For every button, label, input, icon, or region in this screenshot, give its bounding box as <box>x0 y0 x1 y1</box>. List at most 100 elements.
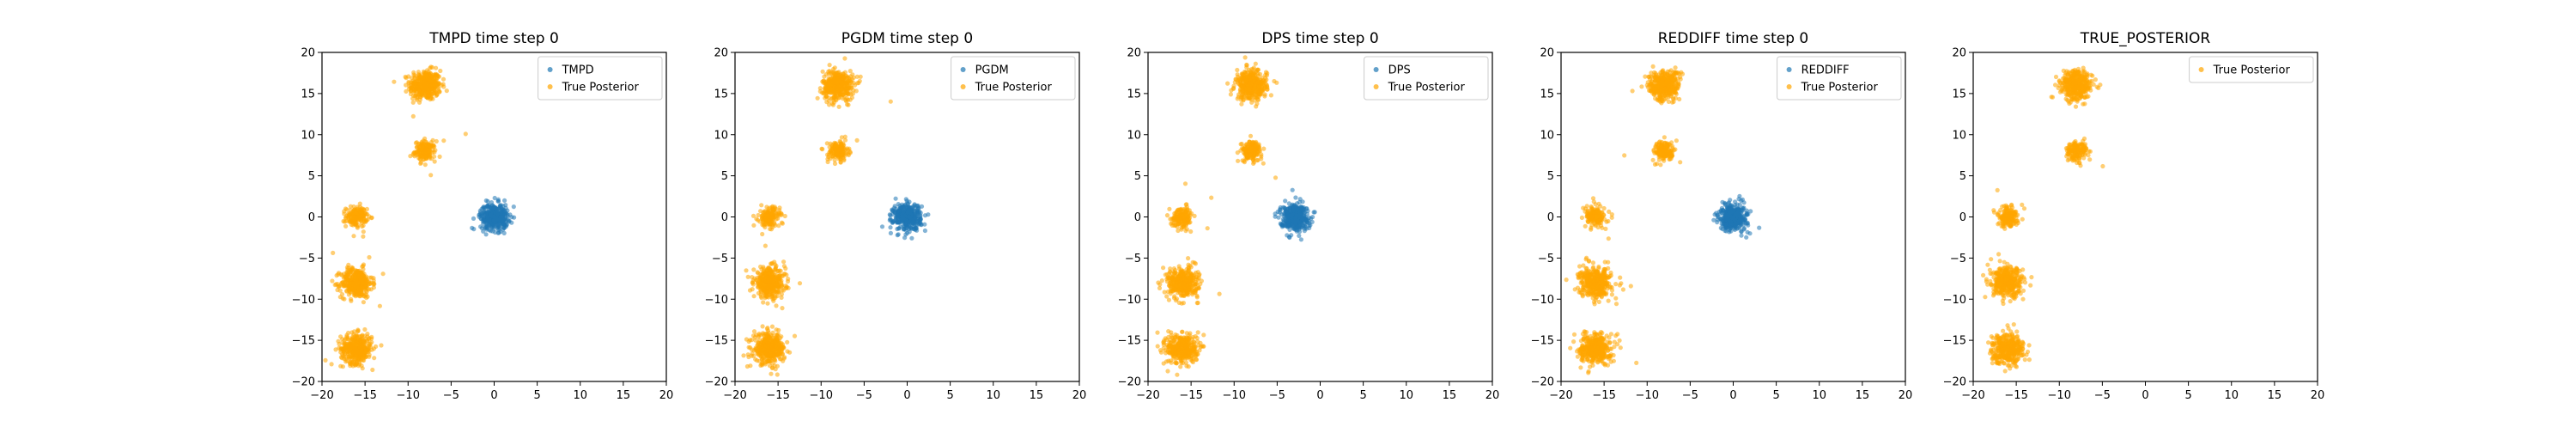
data-point <box>1218 292 1222 296</box>
data-point <box>362 327 367 332</box>
data-point <box>837 73 841 77</box>
data-point <box>1178 272 1182 277</box>
data-point <box>493 196 497 200</box>
data-point <box>1167 207 1171 211</box>
data-point <box>765 289 769 293</box>
data-point <box>780 306 784 310</box>
data-point <box>484 198 489 203</box>
data-point <box>355 280 360 284</box>
data-point <box>838 148 842 152</box>
data-point <box>420 85 424 89</box>
x-tick-label: 15 <box>617 389 631 402</box>
data-point <box>415 98 419 102</box>
data-point <box>855 75 860 79</box>
data-point <box>429 83 434 88</box>
data-point <box>1165 213 1170 217</box>
data-point <box>358 292 362 296</box>
data-point <box>1167 298 1171 302</box>
x-tick-label: −15 <box>353 389 376 402</box>
data-point <box>834 76 838 80</box>
data-point <box>359 210 363 215</box>
data-point <box>359 286 363 290</box>
data-point <box>361 229 366 234</box>
data-point <box>432 155 436 159</box>
data-point <box>844 87 848 91</box>
data-point <box>889 100 893 104</box>
x-tick-label: −10 <box>810 389 833 402</box>
data-point <box>344 278 349 283</box>
data-point <box>338 347 343 351</box>
data-point <box>764 204 769 209</box>
data-point <box>888 213 892 217</box>
data-point <box>912 217 916 222</box>
x-tick-label: 5 <box>946 389 953 402</box>
data-point <box>1186 256 1190 260</box>
data-point <box>752 294 756 298</box>
data-point <box>826 160 830 164</box>
data-point <box>769 278 773 283</box>
data-point <box>1269 93 1273 97</box>
data-point <box>762 266 766 271</box>
data-point <box>1236 78 1240 82</box>
data-point <box>748 288 752 292</box>
data-point <box>780 352 784 357</box>
data-point <box>821 70 825 74</box>
data-point <box>1261 81 1265 85</box>
data-point <box>919 217 923 222</box>
y-tick-label: 15 <box>714 88 728 101</box>
data-point <box>1265 83 1269 88</box>
data-point <box>926 212 930 216</box>
data-point <box>848 82 852 86</box>
data-point <box>411 72 416 76</box>
data-point <box>428 64 433 69</box>
data-point <box>1253 95 1257 100</box>
data-point <box>1176 229 1180 233</box>
data-point <box>768 363 772 368</box>
data-point <box>923 229 927 233</box>
y-tick-label: −5 <box>299 253 315 265</box>
data-point <box>352 216 356 221</box>
data-point <box>491 218 495 223</box>
data-point <box>1193 214 1197 218</box>
data-point <box>392 80 396 84</box>
data-point <box>780 221 784 225</box>
data-point <box>509 215 513 219</box>
data-point <box>410 79 415 83</box>
data-point <box>915 204 920 209</box>
data-point <box>1155 331 1159 335</box>
data-point <box>770 340 775 345</box>
data-point <box>741 353 745 357</box>
data-point <box>429 75 434 79</box>
data-point <box>761 324 765 328</box>
data-point <box>765 353 769 357</box>
data-point <box>1169 270 1173 274</box>
x-tick-label: 10 <box>573 389 587 402</box>
data-point <box>330 362 334 366</box>
data-point <box>1236 82 1241 86</box>
data-point <box>824 72 829 76</box>
data-point <box>786 279 790 284</box>
data-point <box>1243 55 1248 59</box>
data-point <box>409 89 413 94</box>
data-point <box>839 85 843 89</box>
data-point <box>793 334 797 338</box>
data-point <box>843 98 848 102</box>
data-point <box>502 198 507 203</box>
data-point <box>336 282 340 286</box>
data-point <box>433 148 437 152</box>
data-point <box>858 79 862 83</box>
data-point <box>784 272 788 277</box>
data-point <box>1176 208 1181 212</box>
data-point <box>1256 80 1261 84</box>
data-point <box>361 262 366 266</box>
y-tick-label: −5 <box>712 253 728 265</box>
data-point <box>440 83 444 88</box>
data-point <box>1196 330 1200 334</box>
data-point <box>503 216 507 221</box>
data-point <box>745 364 750 369</box>
data-point <box>816 96 820 101</box>
data-point <box>781 345 785 350</box>
data-point <box>773 204 777 209</box>
x-tick-label: −20 <box>310 389 333 402</box>
